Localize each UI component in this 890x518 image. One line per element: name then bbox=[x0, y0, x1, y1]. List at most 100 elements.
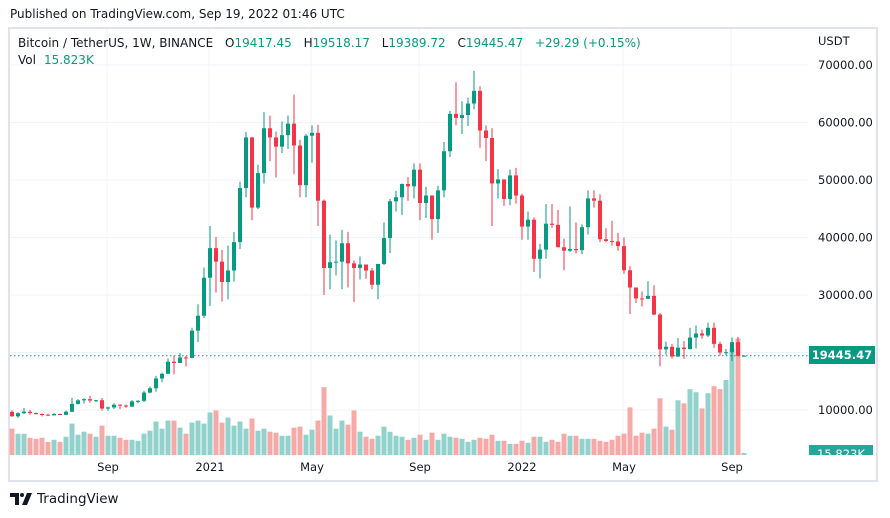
candle[interactable] bbox=[214, 236, 218, 293]
candle[interactable] bbox=[730, 337, 734, 362]
candle[interactable] bbox=[496, 169, 500, 199]
candle[interactable] bbox=[292, 94, 296, 175]
candle[interactable] bbox=[58, 413, 62, 416]
candle[interactable] bbox=[70, 397, 74, 413]
candle[interactable] bbox=[508, 169, 512, 206]
candle[interactable] bbox=[694, 325, 698, 349]
candle[interactable] bbox=[250, 136, 254, 221]
currency-label[interactable]: USDT bbox=[818, 34, 850, 48]
candle[interactable] bbox=[628, 266, 632, 314]
candle[interactable] bbox=[442, 142, 446, 198]
candle[interactable] bbox=[634, 287, 638, 304]
candle[interactable] bbox=[466, 97, 470, 126]
candle[interactable] bbox=[670, 343, 674, 359]
candle[interactable] bbox=[424, 186, 428, 218]
candle[interactable] bbox=[28, 410, 32, 415]
candle[interactable] bbox=[562, 238, 566, 271]
candle[interactable] bbox=[622, 237, 626, 274]
candle[interactable] bbox=[154, 375, 158, 392]
candle[interactable] bbox=[10, 410, 14, 417]
candle[interactable] bbox=[268, 115, 272, 162]
candle[interactable] bbox=[394, 190, 398, 212]
candle[interactable] bbox=[112, 403, 116, 409]
candle[interactable] bbox=[202, 267, 206, 318]
candle[interactable] bbox=[514, 167, 518, 204]
candle[interactable] bbox=[388, 198, 392, 254]
candle[interactable] bbox=[232, 232, 236, 282]
candle[interactable] bbox=[718, 341, 722, 356]
candle[interactable] bbox=[184, 355, 188, 367]
candle[interactable] bbox=[370, 267, 374, 290]
candle[interactable] bbox=[706, 322, 710, 337]
candle[interactable] bbox=[148, 386, 152, 394]
candle[interactable] bbox=[160, 372, 164, 383]
candle[interactable] bbox=[310, 125, 314, 163]
candle[interactable] bbox=[298, 139, 302, 198]
candle[interactable] bbox=[574, 222, 578, 254]
candle[interactable] bbox=[568, 206, 572, 252]
candle[interactable] bbox=[580, 224, 584, 255]
candle[interactable] bbox=[640, 291, 644, 307]
candle[interactable] bbox=[208, 226, 212, 306]
candle[interactable] bbox=[304, 134, 308, 198]
candle[interactable] bbox=[538, 243, 542, 279]
candle[interactable] bbox=[652, 285, 656, 316]
candle[interactable] bbox=[550, 204, 554, 228]
candle[interactable] bbox=[484, 125, 488, 162]
candle[interactable] bbox=[610, 220, 614, 246]
candle[interactable] bbox=[40, 413, 44, 417]
candle[interactable] bbox=[736, 336, 740, 357]
candle[interactable] bbox=[502, 179, 506, 206]
candle[interactable] bbox=[724, 349, 728, 356]
candle[interactable] bbox=[196, 304, 200, 343]
candle[interactable] bbox=[274, 131, 278, 178]
candle[interactable] bbox=[124, 404, 128, 408]
candle[interactable] bbox=[244, 131, 248, 198]
candle[interactable] bbox=[478, 86, 482, 148]
candle[interactable] bbox=[136, 400, 140, 404]
candle[interactable] bbox=[328, 234, 332, 290]
candle[interactable] bbox=[412, 163, 416, 199]
candle[interactable] bbox=[334, 240, 338, 276]
candle[interactable] bbox=[352, 260, 356, 302]
candle[interactable] bbox=[532, 217, 536, 272]
candle[interactable] bbox=[178, 352, 182, 363]
candle[interactable] bbox=[418, 163, 422, 221]
candle[interactable] bbox=[430, 195, 434, 240]
candle[interactable] bbox=[52, 413, 56, 416]
candle[interactable] bbox=[220, 249, 224, 302]
tradingview-logo[interactable]: TradingView bbox=[10, 491, 119, 507]
candle[interactable] bbox=[340, 229, 344, 290]
candle[interactable] bbox=[286, 115, 290, 149]
candle[interactable] bbox=[460, 101, 464, 134]
candle[interactable] bbox=[142, 390, 146, 402]
candle[interactable] bbox=[658, 312, 662, 367]
candle[interactable] bbox=[676, 338, 680, 357]
candle[interactable] bbox=[358, 256, 362, 280]
candle[interactable] bbox=[682, 341, 686, 359]
candle[interactable] bbox=[322, 199, 326, 295]
candle[interactable] bbox=[400, 183, 404, 216]
candle[interactable] bbox=[436, 185, 440, 233]
candle[interactable] bbox=[22, 407, 26, 415]
candle[interactable] bbox=[454, 82, 458, 126]
candle[interactable] bbox=[406, 177, 410, 201]
candle[interactable] bbox=[262, 112, 266, 184]
candle[interactable] bbox=[280, 121, 284, 153]
candle[interactable] bbox=[712, 322, 716, 348]
candle[interactable] bbox=[556, 209, 560, 248]
candle[interactable] bbox=[598, 194, 602, 243]
candle[interactable] bbox=[46, 413, 50, 417]
candle[interactable] bbox=[664, 341, 668, 355]
candle[interactable] bbox=[226, 245, 230, 300]
candle[interactable] bbox=[190, 327, 194, 359]
candle[interactable] bbox=[376, 263, 380, 300]
candle[interactable] bbox=[526, 211, 530, 240]
candle[interactable] bbox=[700, 329, 704, 339]
candle[interactable] bbox=[76, 399, 80, 405]
candle[interactable] bbox=[382, 222, 386, 266]
candle[interactable] bbox=[100, 397, 104, 411]
candle[interactable] bbox=[94, 399, 98, 402]
candle[interactable] bbox=[592, 190, 596, 208]
